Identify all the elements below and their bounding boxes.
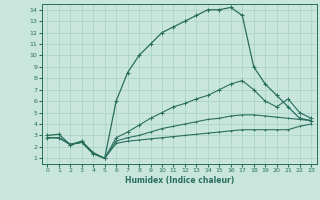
X-axis label: Humidex (Indice chaleur): Humidex (Indice chaleur) — [124, 176, 234, 185]
